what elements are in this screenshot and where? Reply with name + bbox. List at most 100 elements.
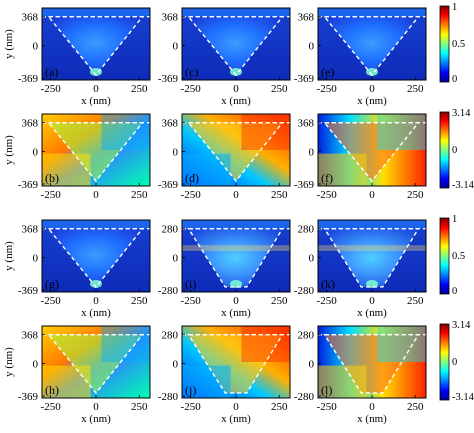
panel-label: (c) [185,65,198,79]
structure-boundary [187,227,284,288]
y-tick-label: 280 [162,224,179,236]
structure-boundary [323,121,420,183]
x-tick-label: -250 [41,189,62,201]
panel-k: (k) [317,219,427,293]
structure-boundary [187,121,284,183]
x-tick-label: 250 [407,295,424,307]
panel-field [42,8,150,80]
y-tick-label: 0 [173,252,179,264]
phase-inside-shape [324,334,419,393]
colorbar-tick-label: -3.14 [452,180,474,191]
phase-inside-shape [188,122,283,181]
panel-label: (f) [321,171,333,185]
x-tick-label: 250 [131,83,148,95]
x-axis-label: x (nm) [221,413,251,425]
colorbar-tick-label: 0.5 [452,251,465,262]
colorbar: 10.50 [439,214,465,297]
x-axis-label: x (nm) [221,95,251,107]
field-hotspot [230,67,242,76]
x-tick-label: 0 [369,83,375,95]
field-top-strip [318,8,426,17]
y-tick-label: 0 [309,146,315,158]
x-tick-label: 250 [407,83,424,95]
x-axis-label: x (nm) [357,95,387,107]
field-band [318,245,426,251]
y-tick-label: 280 [162,330,179,342]
colorbar-tick-label: 0.5 [452,39,465,50]
field-top-strip [182,8,290,17]
y-tick-label: 368 [22,12,39,24]
y-tick-label: 280 [298,330,315,342]
colorbar-gradient [439,111,450,189]
colorbar-tick-label: 1 [452,2,457,13]
panel-d: (d) [181,113,291,187]
y-tick-label: 0 [309,40,315,52]
y-axis-label: y (nm) [3,241,15,271]
panel-label: (i) [185,277,196,291]
panel-c: (c) [181,7,291,81]
x-tick-label: -250 [181,189,202,201]
x-tick-label: 0 [369,189,375,201]
y-tick-label: 0 [173,40,179,52]
x-axis-label: x (nm) [81,413,111,425]
x-tick-label: -250 [41,83,62,95]
x-tick-label: 250 [271,189,288,201]
y-tick-label: -280 [294,391,315,403]
x-tick-label: 250 [131,401,148,413]
y-tick-label: 368 [162,12,179,24]
panel-e: (e) [317,7,427,81]
y-tick-label: -280 [158,391,179,403]
phase-region [241,326,290,362]
x-axis-label: x (nm) [81,307,111,319]
field-hotspot [366,279,378,288]
x-tick-label: 0 [93,401,99,413]
panel-field [318,326,426,398]
x-tick-label: 250 [131,189,148,201]
x-tick-label: 0 [233,295,239,307]
colorbar-gradient [439,217,450,295]
panel-h: (h) [41,325,151,399]
panel-a: (a) [41,7,151,81]
field-inside-shape [188,16,283,75]
y-tick-label: 0 [173,358,179,370]
x-tick-label: 0 [369,401,375,413]
y-tick-label: -369 [18,285,39,297]
x-tick-label: -250 [181,83,202,95]
x-axis-label: x (nm) [81,95,111,107]
y-tick-label: -280 [294,285,315,297]
phase-region [42,153,91,186]
structure-boundary [323,333,420,394]
x-tick-label: 0 [93,295,99,307]
colorbar: 3.14 0 -3.14 [439,108,474,191]
phase-inside-shape [324,122,419,181]
phase-region [42,365,91,398]
structure-boundary [323,227,420,288]
x-tick-label: -250 [317,295,338,307]
field-top-strip [42,8,150,17]
x-tick-label: 250 [407,401,424,413]
x-tick-label: -250 [317,83,338,95]
panel-label: (e) [321,65,334,79]
colorbar-gradient [439,5,450,83]
panel-label: (j) [185,383,196,397]
phase-region [182,365,231,398]
field-top-strip [182,220,290,229]
y-tick-label: 368 [22,224,39,236]
x-tick-label: -250 [41,295,62,307]
y-tick-label: -369 [18,73,39,85]
phase-region [318,153,367,186]
panel-field [42,114,150,186]
field-hotspot [366,67,378,76]
x-tick-label: 250 [271,83,288,95]
x-tick-label: 0 [233,83,239,95]
x-tick-label: 0 [233,189,239,201]
x-tick-label: 0 [233,401,239,413]
panel-f: (f) [317,113,427,187]
x-axis-label: x (nm) [221,307,251,319]
y-axis-label: y (nm) [3,29,15,59]
x-tick-label: -250 [317,401,338,413]
phase-inside-shape [48,334,143,393]
field-inside-shape [188,228,283,287]
panel-label: (a) [45,65,58,79]
panel-label: (h) [45,383,59,397]
